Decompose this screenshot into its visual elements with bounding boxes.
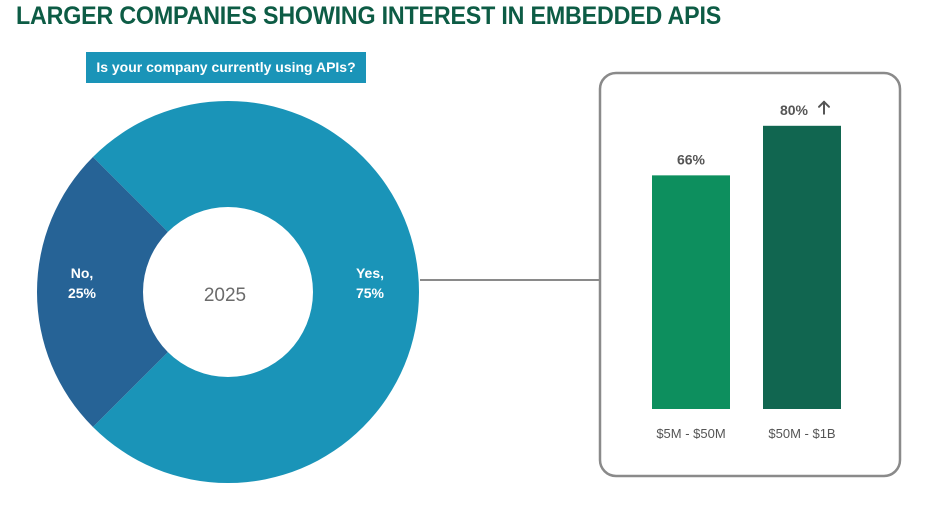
donut-slice-no bbox=[37, 156, 168, 428]
bar-5m-50m bbox=[652, 175, 730, 409]
bar-value-label-5m-50m: 66% bbox=[677, 151, 706, 167]
slice-value-no: 25% bbox=[68, 285, 97, 301]
bar-50m-1b bbox=[763, 125, 841, 410]
donut-center-label: 2025 bbox=[204, 285, 246, 306]
donut-slice-yes bbox=[92, 101, 420, 483]
bar-category-5m-50m: $5M - $50M bbox=[656, 426, 725, 441]
slice-label-yes: Yes, bbox=[356, 265, 384, 281]
bar-chart: 66% 80% $5M - $50M $50M - $1B bbox=[652, 100, 841, 441]
question-banner: Is your company currently using APIs? bbox=[86, 52, 366, 83]
up-arrow-icon bbox=[818, 100, 830, 115]
donut-chart: No, 25% Yes, 75% 2025 bbox=[37, 101, 420, 483]
slice-value-yes: 75% bbox=[356, 285, 385, 301]
bar-value-label-50m-1b: 80% bbox=[780, 102, 809, 118]
page-title: LARGER COMPANIES SHOWING INTEREST IN EMB… bbox=[16, 2, 722, 30]
slice-label-no: No, bbox=[71, 265, 94, 281]
bar-chart-frame bbox=[598, 71, 902, 478]
bar-category-50m-1b: $50M - $1B bbox=[768, 426, 835, 441]
